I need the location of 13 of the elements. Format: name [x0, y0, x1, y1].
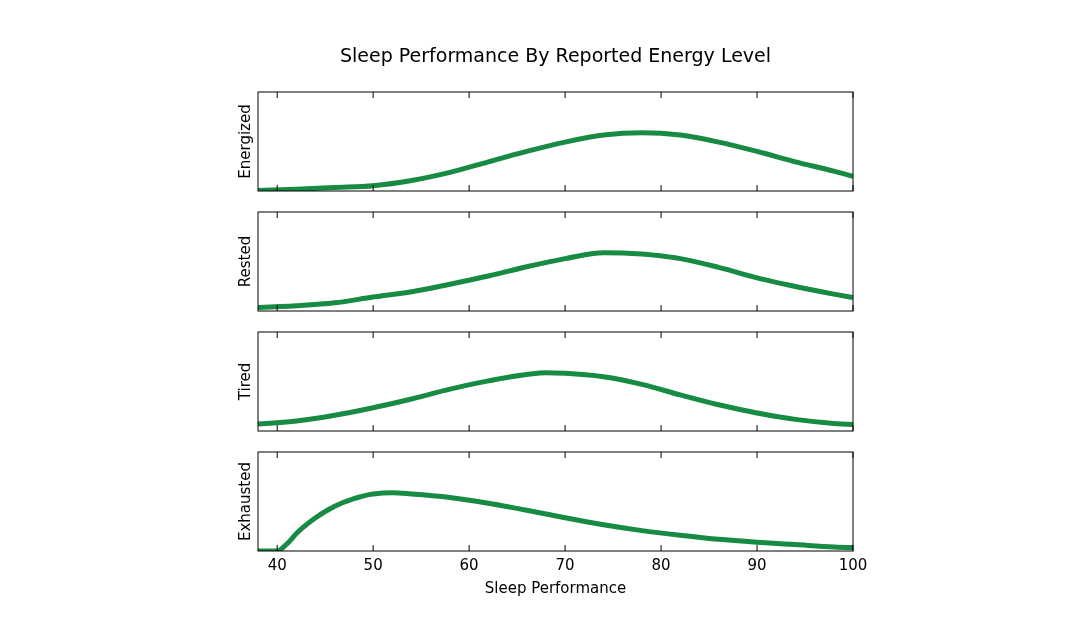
x-tick-label: 50 [363, 556, 383, 574]
y-axis-title: Exhausted [236, 461, 254, 542]
chart-title: Sleep Performance By Reported Energy Level [339, 44, 772, 66]
x-tick-label: 40 [267, 556, 287, 574]
x-tick-label: 60 [459, 556, 479, 574]
y-axis-title: Rested [236, 235, 254, 288]
x-tick-label: 70 [555, 556, 575, 574]
x-tick-label: 90 [747, 556, 767, 574]
y-axis-title: Energized [236, 104, 254, 179]
x-tick-label: 100 [838, 556, 868, 574]
x-axis-title: Sleep Performance [484, 579, 627, 597]
x-tick-label: 80 [651, 556, 671, 574]
y-axis-title: Tired [236, 362, 254, 402]
